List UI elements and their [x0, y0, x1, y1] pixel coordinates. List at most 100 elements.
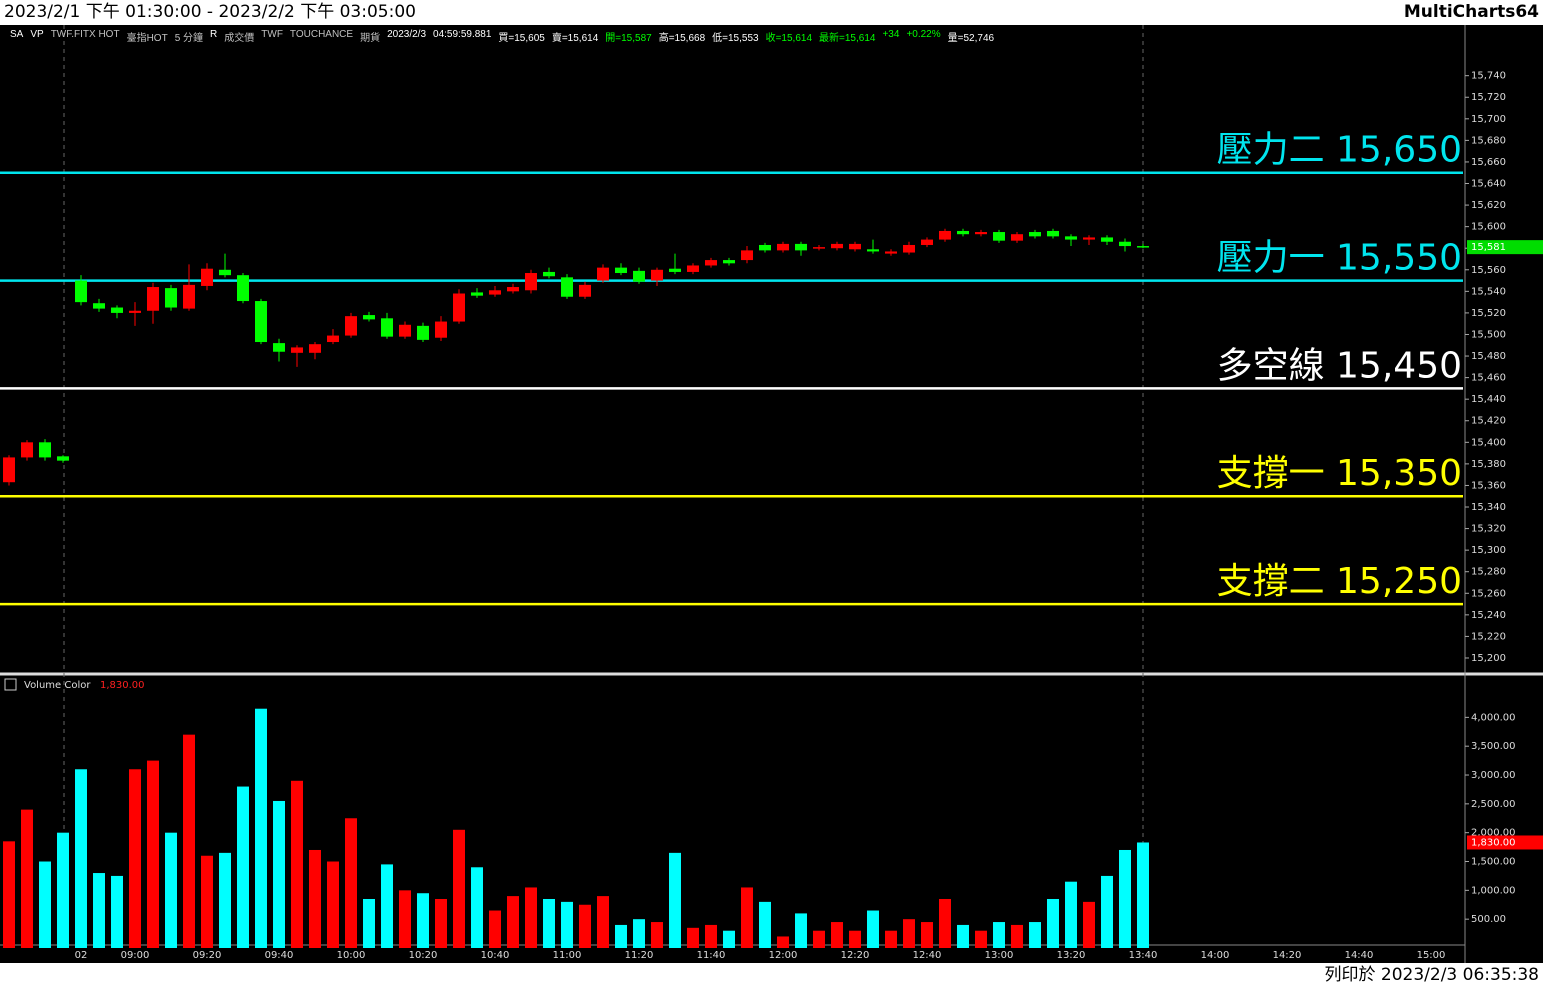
x-tick-label: 15:00: [1417, 950, 1446, 961]
candle-body: [507, 287, 519, 292]
info-item: 成交價: [224, 33, 255, 44]
candle-body: [957, 230, 969, 235]
candle-body: [453, 293, 465, 322]
candle-body: [363, 315, 375, 320]
volume-bar: [327, 861, 339, 948]
y-tick-label: 15,440: [1471, 394, 1506, 405]
candle-body: [417, 325, 429, 340]
y-tick-label: 15,320: [1471, 524, 1506, 535]
volume-bar: [921, 922, 933, 948]
volume-bar: [903, 919, 915, 948]
x-tick-label: 12:20: [841, 950, 870, 961]
volume-bar: [435, 898, 447, 948]
y-tick-label: 15,640: [1471, 179, 1506, 190]
y-tick-label: 3,500.00: [1471, 741, 1516, 752]
candle-body: [1047, 230, 1059, 237]
x-tick-label: 14:40: [1345, 950, 1374, 961]
candle-body: [381, 318, 393, 337]
info-item: 開=15,587: [605, 33, 652, 44]
level-name: 壓力二: [1217, 130, 1325, 171]
y-tick-label: 15,200: [1471, 653, 1506, 664]
volume-bar: [399, 890, 411, 948]
volume-bar: [147, 760, 159, 948]
level-label: 壓力二 15,650: [1217, 130, 1462, 171]
candle-body: [921, 239, 933, 245]
volume-bar: [57, 832, 69, 948]
y-tick-label: 15,600: [1471, 222, 1506, 233]
candle-body: [849, 243, 861, 250]
candle-body: [975, 232, 987, 235]
candle-body: [615, 267, 627, 274]
volume-bar: [75, 769, 87, 948]
volume-bar: [543, 898, 555, 948]
x-tick-label: 10:40: [481, 950, 510, 961]
volume-bar: [633, 919, 645, 948]
candle-body: [723, 260, 735, 264]
candle-body: [129, 310, 141, 313]
volume-bar: [885, 930, 897, 948]
volume-bar: [1119, 849, 1131, 948]
title: 2023/2/1 下午 01:30:00 - 2023/2/2 下午 03:05…: [4, 2, 416, 22]
candle-body: [705, 260, 717, 266]
y-tick-label: 15,520: [1471, 308, 1506, 319]
info-item: 期貨: [360, 33, 381, 44]
info-item: 2023/2/3: [387, 29, 427, 40]
y-tick-label: 2,000.00: [1471, 828, 1516, 839]
candle-body: [345, 316, 357, 336]
y-tick-label: 15,660: [1471, 157, 1506, 168]
legend-checkbox[interactable]: [4, 678, 17, 691]
y-tick-label: 15,460: [1471, 373, 1506, 384]
info-item: VP: [30, 29, 44, 40]
volume-bar: [1101, 875, 1113, 948]
volume-bar: [453, 829, 465, 948]
volume-bar: [669, 852, 681, 948]
candle-body: [1119, 241, 1131, 247]
candle-body: [1083, 237, 1095, 240]
level-label: 壓力一 15,550: [1217, 238, 1462, 279]
candle-body: [201, 268, 213, 286]
x-tick-label: 13:40: [1129, 950, 1158, 961]
volume-bar: [471, 867, 483, 948]
print-time: 列印於 2023/2/3 06:35:38: [1324, 965, 1539, 985]
candle-body: [21, 442, 33, 458]
y-tick-label: 15,240: [1471, 610, 1506, 621]
y-tick-label: 4,000.00: [1471, 712, 1516, 723]
volume-bar: [957, 924, 969, 948]
info-item: 04:59:59.881: [433, 29, 492, 40]
info-bar: SA VP TWF.FITX HOT 臺指HOT 5 分鐘 R 成交價 TWF TOUCHANC…: [10, 29, 994, 44]
volume-bar: [687, 927, 699, 948]
info-item: 5 分鐘: [174, 33, 204, 44]
candle-body: [687, 265, 699, 272]
volume-bar: [813, 930, 825, 948]
volume-bar: [651, 922, 663, 948]
info-item: 臺指HOT: [126, 33, 168, 44]
volume-bar: [345, 818, 357, 948]
volume-bar: [1029, 922, 1041, 948]
level-value: 15,350: [1336, 453, 1462, 494]
volume-bar: [309, 849, 321, 948]
x-tick-label: 14:00: [1201, 950, 1230, 961]
volume-bar: [723, 930, 735, 948]
candle-body: [885, 251, 897, 254]
volume-bar: [201, 855, 213, 948]
level-value: 15,550: [1336, 238, 1462, 279]
volume-bar: [741, 887, 753, 948]
candle-body: [147, 287, 159, 311]
candle-body: [543, 271, 555, 277]
volume-bar: [795, 913, 807, 948]
volume-bar: [255, 708, 267, 948]
candle-body: [489, 290, 501, 295]
volume-bar: [507, 896, 519, 948]
candle-body: [273, 343, 285, 352]
candle-body: [111, 307, 123, 313]
last-value-label: 15,581: [1471, 242, 1506, 253]
candle-body: [579, 284, 591, 297]
volume-bar: [1065, 881, 1077, 948]
y-tick-label: 3,000.00: [1471, 770, 1516, 781]
level-label: 支撐一 15,350: [1217, 453, 1462, 494]
y-tick-label: 1,500.00: [1471, 857, 1516, 868]
candle-body: [633, 270, 645, 282]
volume-bar: [381, 864, 393, 948]
candle-body: [3, 457, 15, 483]
info-item: TWF.FITX HOT: [50, 29, 120, 40]
